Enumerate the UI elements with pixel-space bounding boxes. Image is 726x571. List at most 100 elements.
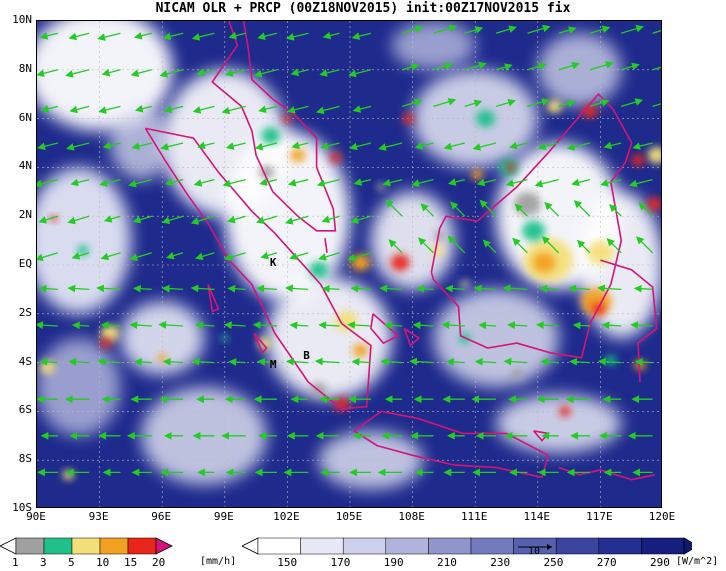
wind-vector xyxy=(652,99,661,108)
lat-label: 8N xyxy=(18,61,32,75)
wind-vector xyxy=(603,141,622,150)
precip-cell xyxy=(647,197,661,211)
wind-vector xyxy=(527,98,550,108)
olr-tick-label: 170 xyxy=(330,556,351,569)
wind-vector xyxy=(162,357,184,366)
olr-tick-label: 150 xyxy=(277,556,298,569)
wind-vector xyxy=(221,105,246,115)
cloud-blob xyxy=(109,106,173,180)
cloud-blob xyxy=(120,301,204,375)
wind-vector xyxy=(39,358,58,366)
wind-vector xyxy=(495,63,513,71)
precip-tick-label: 10 xyxy=(96,556,110,569)
station-m: M xyxy=(269,358,277,372)
wind-vector xyxy=(285,284,309,293)
map-panel xyxy=(36,20,662,508)
wind-vector xyxy=(352,105,372,113)
wind-vector xyxy=(418,237,434,254)
olr-colorbar xyxy=(242,537,692,555)
lat-label: EQ xyxy=(18,257,32,270)
wind-vector xyxy=(534,178,559,188)
wind-vector xyxy=(161,215,184,225)
wind-vector xyxy=(652,29,661,34)
wind-vector xyxy=(225,69,246,77)
wind-vector xyxy=(321,284,340,293)
wind-vector xyxy=(191,357,215,366)
precip-cell xyxy=(514,192,541,216)
wind-vector xyxy=(576,239,591,254)
lon-label: 108E xyxy=(398,510,425,523)
wind-vector xyxy=(566,142,591,151)
wind-vector xyxy=(259,178,278,186)
wind-vector xyxy=(636,236,654,254)
precip-cell xyxy=(157,353,167,362)
precip-cell xyxy=(402,113,415,124)
wind-vector xyxy=(507,321,528,330)
coastline xyxy=(600,259,658,383)
wind-vector xyxy=(464,99,483,108)
colorbar-left-cap xyxy=(242,537,259,555)
precip-tick-label: 20 xyxy=(152,556,166,569)
wind-vector xyxy=(131,142,152,150)
wind-vector xyxy=(319,69,340,77)
wind-vector xyxy=(129,252,152,261)
precip-cell xyxy=(559,406,571,417)
precip-cell xyxy=(471,169,483,180)
lon-label: 117E xyxy=(586,510,613,523)
wind-vector xyxy=(166,251,184,260)
wind-vector xyxy=(472,142,497,151)
wind-vector xyxy=(194,252,215,261)
wind-vector xyxy=(128,178,152,188)
wind-reference-arrow xyxy=(518,544,552,550)
wind-vector xyxy=(495,98,516,108)
lat-label: 4S xyxy=(18,354,32,368)
colorbar-segment xyxy=(428,537,472,555)
wind-vector xyxy=(349,142,372,151)
wind-vector xyxy=(68,357,90,366)
colorbar-segment xyxy=(43,537,73,555)
wind-vector xyxy=(96,284,121,293)
olr-unit: [W/m^2] xyxy=(676,556,719,567)
wind-vector xyxy=(538,142,559,151)
wind-vector xyxy=(569,357,591,366)
wind-vector xyxy=(37,142,59,151)
wind-vector xyxy=(473,284,497,293)
wind-vector xyxy=(353,178,372,186)
wind-vector xyxy=(514,203,528,217)
wind-vector xyxy=(101,68,121,77)
precip-tick-label: 15 xyxy=(124,556,138,569)
wind-vector xyxy=(287,105,309,114)
wind-vector xyxy=(401,63,420,71)
wind-vector xyxy=(621,24,645,34)
wind-vector xyxy=(227,215,246,224)
wind-vector xyxy=(450,201,466,217)
wind-vector xyxy=(97,357,121,366)
wind-vector xyxy=(347,321,371,329)
lon-label: 114E xyxy=(523,510,551,523)
wind-vector xyxy=(541,235,560,254)
wind-vector xyxy=(71,252,90,260)
wind-vector xyxy=(568,284,591,293)
wind-vector xyxy=(601,321,622,330)
olr-tick-label: 250 xyxy=(543,556,564,569)
wind-vector xyxy=(314,357,340,366)
wind-vector xyxy=(380,357,403,366)
wind-vector xyxy=(320,142,340,150)
precip-cell xyxy=(261,127,281,145)
cloud-blob xyxy=(37,338,121,436)
wind-vector xyxy=(348,69,372,78)
wind-vector xyxy=(190,215,215,225)
lat-label: 4N xyxy=(18,159,32,173)
wind-vector xyxy=(540,358,559,366)
wind-vector xyxy=(160,142,184,151)
lat-label: 6N xyxy=(18,110,32,124)
wind-vector xyxy=(102,141,121,150)
wind-vector xyxy=(411,178,434,188)
wind-vector xyxy=(196,68,215,77)
wind-vector xyxy=(37,252,59,262)
wind-vector xyxy=(378,142,403,151)
precip-cell xyxy=(434,230,446,241)
precip-cell xyxy=(605,355,617,366)
map-canvas xyxy=(37,21,661,507)
precip-cell xyxy=(430,244,445,257)
